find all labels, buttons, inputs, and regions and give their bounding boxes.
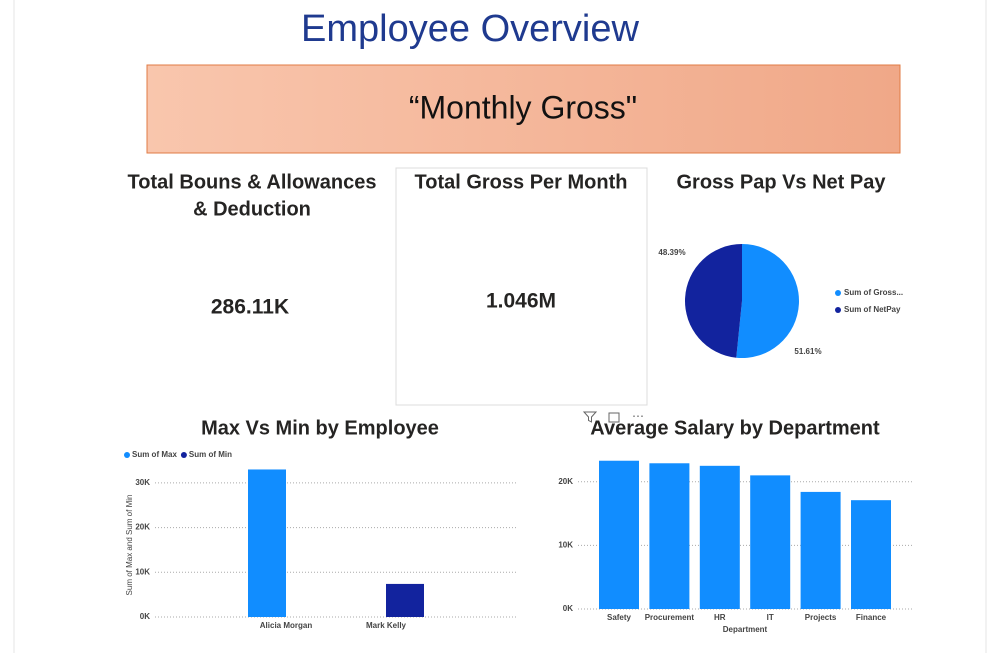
chart-title: Average Salary by Department	[590, 417, 880, 439]
bar	[851, 500, 891, 609]
x-tick-label: Mark Kelly	[366, 621, 407, 630]
y-tick-label: 10K	[558, 540, 573, 549]
visual-icons[interactable]: ⋯	[582, 409, 644, 423]
bar	[599, 460, 639, 609]
legend-marker	[180, 452, 187, 458]
page-title: Employee Overview	[301, 8, 639, 50]
banner	[146, 64, 901, 154]
y-tick-label: 30K	[135, 478, 150, 487]
bar	[248, 469, 286, 617]
pie-slice	[736, 244, 799, 358]
x-tick-label: Alicia Morgan	[260, 621, 313, 630]
y-tick-label: 0K	[563, 604, 573, 613]
y-axis-title: Sum of Max and Sum of Min	[125, 495, 134, 596]
banner-text: “Monthly Gross"	[409, 89, 637, 125]
x-tick-label: HR	[714, 613, 726, 622]
x-tick-label: Safety	[607, 613, 632, 622]
kpi-title: Total Gross Per Month	[415, 171, 628, 193]
bar	[386, 583, 424, 617]
legend-label: Sum of NetPay	[844, 305, 901, 314]
chart-title: Gross Pap Vs Net Pay	[677, 171, 887, 193]
data-label: 51.61%	[794, 347, 821, 356]
focus-icon[interactable]	[608, 412, 620, 423]
legend-label: Sum of Max	[132, 450, 177, 459]
y-tick-label: 10K	[135, 567, 150, 576]
legend-marker	[835, 307, 841, 313]
x-axis-title: Department	[723, 625, 768, 634]
legend-marker	[835, 290, 841, 296]
kpi-title: Total Bouns & Allowances	[128, 171, 377, 193]
legend-label: Sum of Min	[189, 450, 232, 459]
kpi-title: & Deduction	[193, 198, 311, 220]
bar	[699, 465, 740, 609]
x-tick-label: Procurement	[645, 613, 695, 622]
kpi-card	[395, 167, 648, 406]
legend-label: Sum of Gross...	[844, 288, 903, 297]
data-label: 48.39%	[658, 248, 685, 257]
bar	[750, 475, 791, 609]
pie-slice	[684, 244, 742, 358]
y-tick-label: 20K	[135, 523, 150, 532]
legend-marker	[124, 452, 130, 458]
y-tick-label: 20K	[558, 477, 573, 486]
bar	[800, 491, 841, 609]
x-tick-label: IT	[767, 613, 774, 622]
filter-icon[interactable]	[582, 411, 598, 423]
y-tick-label: 0K	[140, 612, 150, 621]
more-icon[interactable]: ⋯	[632, 409, 644, 423]
x-tick-label: Finance	[856, 613, 887, 622]
x-tick-label: Projects	[805, 613, 837, 622]
kpi-value: 1.046M	[486, 290, 556, 313]
kpi-value: 286.11K	[211, 296, 289, 319]
bar	[649, 463, 690, 609]
chart-title: Max Vs Min by Employee	[201, 417, 439, 439]
